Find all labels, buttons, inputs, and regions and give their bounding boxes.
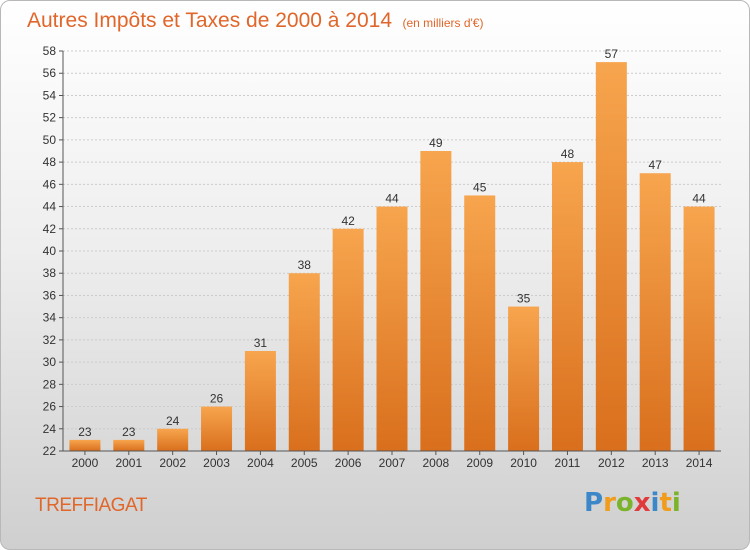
value-label: 49 bbox=[429, 136, 443, 150]
y-tick-label: 36 bbox=[43, 288, 57, 302]
logo-letter: P bbox=[584, 488, 604, 518]
y-tick-label: 28 bbox=[43, 377, 57, 391]
y-tick-label: 22 bbox=[43, 444, 57, 458]
y-tick-label: 40 bbox=[43, 244, 57, 258]
y-tick-label: 46 bbox=[43, 177, 57, 191]
value-label: 31 bbox=[254, 336, 268, 350]
bar bbox=[113, 439, 145, 451]
bar bbox=[157, 428, 189, 451]
y-tick-label: 48 bbox=[43, 155, 57, 169]
x-tick-label: 2007 bbox=[379, 456, 406, 470]
value-label: 48 bbox=[561, 147, 575, 161]
logo-letter: x bbox=[633, 488, 651, 518]
chart-title-block: Autres Impôts et Taxes de 2000 à 2014 (e… bbox=[27, 9, 483, 33]
x-axis-ticks: 2000 2001 2002 2003 2004 2005 2006 2007 2008 2009… bbox=[72, 451, 713, 470]
x-tick-label: 2012 bbox=[598, 456, 625, 470]
bar bbox=[420, 151, 452, 451]
value-label: 47 bbox=[649, 158, 663, 172]
x-tick-label: 2002 bbox=[159, 456, 186, 470]
y-tick-label: 26 bbox=[43, 400, 57, 414]
value-label: 38 bbox=[298, 258, 312, 272]
value-label: 44 bbox=[692, 192, 706, 206]
x-tick-label: 2005 bbox=[291, 456, 318, 470]
proxiti-logo: Proxiti bbox=[584, 488, 681, 518]
place-name: TREFFIAGAT bbox=[35, 495, 147, 516]
bar bbox=[69, 439, 101, 451]
logo-letter: i bbox=[650, 488, 660, 518]
y-tick-label: 30 bbox=[43, 355, 57, 369]
logo-letter: r bbox=[603, 488, 616, 518]
y-tick-label: 52 bbox=[43, 111, 57, 125]
y-tick-label: 32 bbox=[43, 333, 57, 347]
x-tick-label: 2006 bbox=[335, 456, 362, 470]
value-label: 42 bbox=[341, 214, 355, 228]
y-tick-label: 58 bbox=[43, 44, 57, 58]
value-label: 23 bbox=[122, 425, 136, 439]
bar bbox=[508, 306, 540, 451]
x-tick-label: 2008 bbox=[423, 456, 450, 470]
x-tick-label: 2011 bbox=[555, 456, 581, 470]
x-tick-label: 2000 bbox=[72, 456, 99, 470]
value-label: 57 bbox=[605, 47, 619, 61]
x-tick-label: 2009 bbox=[466, 456, 493, 470]
bar bbox=[244, 351, 276, 451]
value-label: 35 bbox=[517, 292, 531, 306]
value-labels: 23 23 24 26 31 38 42 44 49 45 35 48 57 47 44 bbox=[78, 47, 706, 439]
y-tick-label: 44 bbox=[43, 200, 57, 214]
chart-subtitle: (en milliers d'€) bbox=[402, 16, 484, 30]
value-label: 44 bbox=[385, 192, 399, 206]
bars bbox=[69, 62, 715, 451]
x-tick-label: 2010 bbox=[510, 456, 537, 470]
y-tick-label: 54 bbox=[43, 88, 57, 102]
y-tick-label: 56 bbox=[43, 66, 57, 80]
value-label: 26 bbox=[210, 392, 224, 406]
y-tick-label: 42 bbox=[43, 222, 57, 236]
y-tick-label: 34 bbox=[43, 311, 57, 325]
x-tick-label: 2003 bbox=[203, 456, 230, 470]
bar bbox=[464, 195, 496, 451]
value-label: 45 bbox=[473, 180, 487, 194]
bar bbox=[332, 228, 364, 451]
x-tick-label: 2004 bbox=[247, 456, 274, 470]
x-tick-label: 2013 bbox=[642, 456, 669, 470]
bar bbox=[639, 173, 671, 451]
chart-title: Autres Impôts et Taxes de 2000 à 2014 bbox=[27, 9, 393, 32]
x-tick-label: 2001 bbox=[115, 456, 142, 470]
y-tick-label: 38 bbox=[43, 266, 57, 280]
bar bbox=[551, 162, 583, 451]
value-label: 24 bbox=[166, 414, 180, 428]
logo-letter: t bbox=[659, 488, 672, 518]
bar bbox=[376, 206, 408, 451]
bar bbox=[288, 273, 320, 451]
bar bbox=[683, 206, 715, 451]
y-axis-ticks: 22 24 26 28 30 32 34 36 38 40 42 44 46 48 50 52 54 56 58 bbox=[43, 44, 63, 458]
logo-letter: o bbox=[615, 488, 634, 518]
bar bbox=[201, 406, 233, 451]
x-tick-label: 2014 bbox=[686, 456, 713, 470]
bar bbox=[595, 62, 627, 451]
value-label: 23 bbox=[78, 425, 92, 439]
logo-letter: i bbox=[671, 488, 681, 518]
y-tick-label: 24 bbox=[43, 422, 57, 436]
y-tick-label: 50 bbox=[43, 133, 57, 147]
